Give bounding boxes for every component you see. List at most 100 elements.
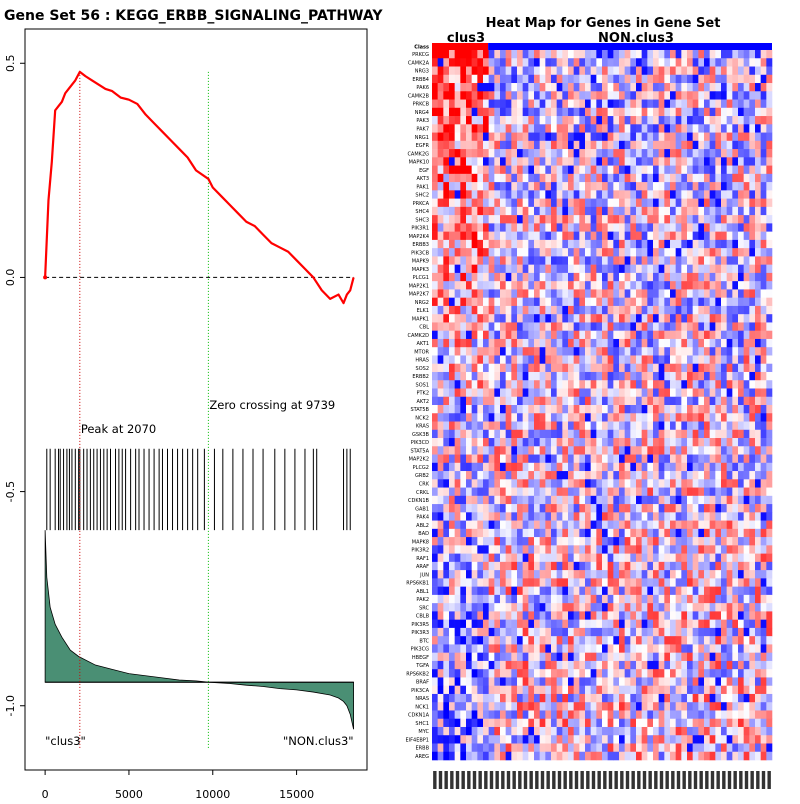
heatmap-cell [619, 504, 625, 513]
heatmap-cell [766, 430, 772, 439]
heatmap-cell [460, 223, 466, 232]
heatmap-cell [642, 496, 648, 505]
heatmap-cell [659, 504, 665, 513]
heatmap-cell [443, 199, 449, 208]
heatmap-cell [489, 669, 495, 678]
heatmap-cell [466, 199, 472, 208]
heatmap-cell [534, 413, 540, 422]
heatmap-cell [574, 364, 580, 373]
heatmap-cell [625, 405, 631, 414]
heatmap-cell [460, 570, 466, 579]
heatmap-cell [653, 58, 659, 67]
heatmap-cell [630, 669, 636, 678]
heatmap-cell [477, 289, 483, 298]
heatmap-cell [704, 694, 710, 703]
heatmap-cell [693, 446, 699, 455]
heatmap-cell [477, 710, 483, 719]
heatmap-cell [523, 256, 529, 265]
heatmap-cell [613, 215, 619, 224]
heatmap-cell [698, 339, 704, 348]
heatmap-cell [698, 661, 704, 670]
heatmap-cell [676, 554, 682, 563]
heatmap-cell [534, 273, 540, 282]
heatmap-cell [477, 199, 483, 208]
heatmap-cell [562, 83, 568, 92]
heatmap-cell [472, 273, 478, 282]
heatmap-cell [500, 496, 506, 505]
heatmap-cell [738, 496, 744, 505]
heatmap-cell [489, 141, 495, 150]
heatmap-cell [574, 661, 580, 670]
heatmap-cell [534, 438, 540, 447]
heatmap-cell [540, 529, 546, 538]
heatmap-cell [591, 314, 597, 323]
heatmap-cell [562, 281, 568, 290]
heatmap-cell [562, 174, 568, 183]
heatmap-cell [710, 570, 716, 579]
heatmap-cell [732, 397, 738, 406]
heatmap-cell [506, 587, 512, 596]
heatmap-cell [676, 174, 682, 183]
heatmap-cell [636, 595, 642, 604]
heatmap-cell [585, 141, 591, 150]
heatmap-cell [630, 488, 636, 497]
heatmap-cell [653, 438, 659, 447]
heatmap-cell [438, 207, 444, 216]
heatmap-cell [443, 702, 449, 711]
heatmap-cell [472, 669, 478, 678]
heatmap-cell [591, 545, 597, 554]
heatmap-cell [483, 322, 489, 331]
heatmap-row [432, 496, 772, 505]
heatmap-cell [602, 50, 608, 59]
heatmap-cell [687, 240, 693, 249]
heatmap-cell [466, 248, 472, 257]
heatmap-cell [732, 686, 738, 695]
heatmap-cell [449, 422, 455, 431]
heatmap-cell [664, 446, 670, 455]
heatmap-cell [483, 620, 489, 629]
heatmap-cell [545, 100, 551, 109]
heatmap-cell [704, 587, 710, 596]
heatmap-cell [511, 157, 517, 166]
heatmap-cell [602, 545, 608, 554]
heatmap-cell [438, 182, 444, 191]
heatmap-cell [568, 75, 574, 84]
heatmap-cell [761, 133, 767, 142]
heatmap-cell [698, 306, 704, 315]
heatmap-cell [460, 100, 466, 109]
heatmap-cell [738, 331, 744, 340]
heatmap-cell [511, 83, 517, 92]
heatmap-cell [540, 653, 546, 662]
heatmap-cell [727, 248, 733, 257]
heatmap-cell [596, 331, 602, 340]
heatmap-cell [528, 149, 534, 158]
heatmap-row [432, 595, 772, 604]
heatmap-cell [517, 636, 523, 645]
heatmap-cell [625, 380, 631, 389]
heatmap-cell [545, 388, 551, 397]
heatmap-cell [477, 644, 483, 653]
heatmap-cell [642, 521, 648, 530]
heatmap-cell [438, 587, 444, 596]
heatmap-cell [630, 388, 636, 397]
heatmap-cell [670, 644, 676, 653]
heatmap-cell [596, 628, 602, 637]
heatmap-cell [636, 265, 642, 274]
heatmap-cell [619, 380, 625, 389]
heatmap-cell [659, 83, 665, 92]
heatmap-cell [460, 603, 466, 612]
heatmap-cell [477, 190, 483, 199]
heatmap-cell [630, 116, 636, 125]
heatmap-cell [500, 223, 506, 232]
heatmap-cell [551, 364, 557, 373]
heatmap-cell [670, 545, 676, 554]
heatmap-cell [636, 388, 642, 397]
heatmap-cell [568, 446, 574, 455]
heatmap-cell [534, 661, 540, 670]
heatmap-cell [749, 190, 755, 199]
heatmap-cell [676, 298, 682, 307]
heatmap-cell [613, 265, 619, 274]
heatmap-cell [579, 644, 585, 653]
heatmap-row [432, 529, 772, 538]
heatmap-row [432, 397, 772, 406]
